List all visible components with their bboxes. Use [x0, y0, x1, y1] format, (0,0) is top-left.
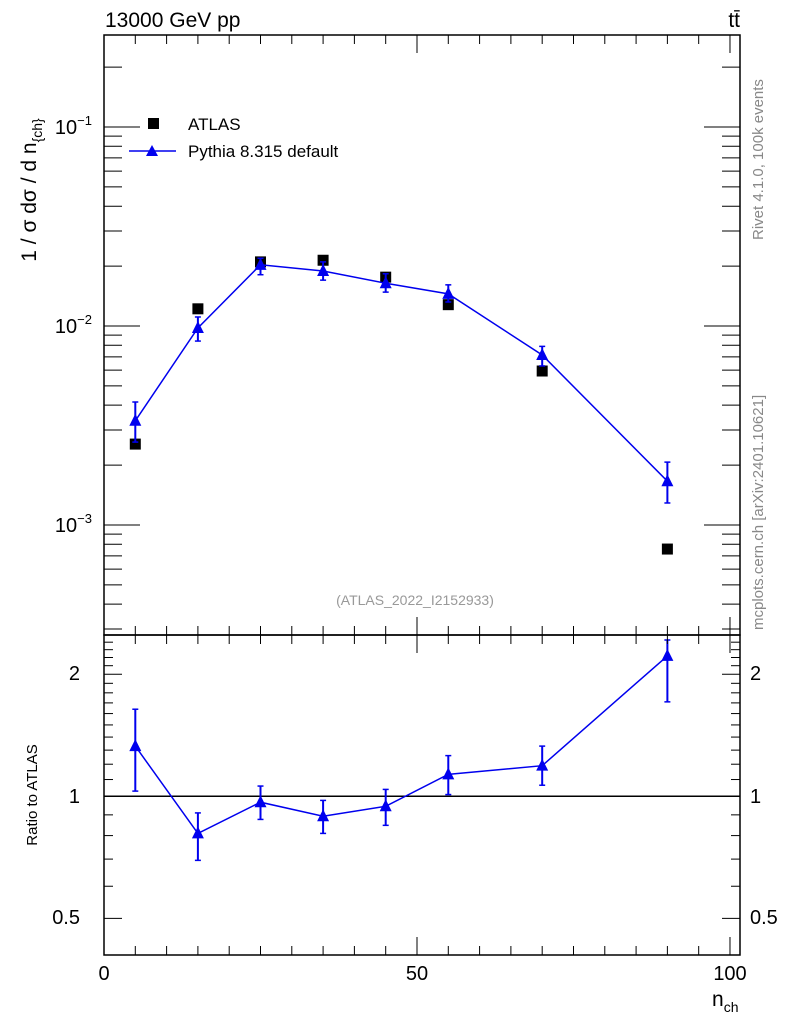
ratio-line — [134, 655, 668, 835]
legend-atlas-marker — [148, 118, 159, 129]
pythia-line — [134, 264, 668, 482]
y-tick-label: 10−3 — [55, 511, 92, 537]
ratio-marker — [317, 809, 330, 822]
ratio-marker — [661, 648, 674, 661]
ratio-y-axis-label: Ratio to ATLAS — [24, 744, 41, 845]
atlas-data-point — [317, 254, 329, 266]
atlas-data-point — [536, 365, 548, 377]
legend-atlas-label: ATLAS — [188, 115, 241, 134]
ratio-y-tick-label-right: 2 — [750, 663, 761, 685]
x-tick-label: 50 — [406, 963, 428, 985]
chart-title: 13000 GeV pp — [105, 9, 240, 32]
atlas-data-point — [129, 438, 141, 450]
y-tick-label: 10−1 — [55, 113, 92, 139]
pythia-marker — [442, 286, 455, 299]
ratio-marker — [536, 758, 549, 771]
pythia-marker — [379, 276, 392, 289]
ratio-marker — [442, 767, 455, 780]
atlas-data-point — [661, 543, 673, 555]
pythia-marker — [536, 347, 549, 360]
pythia-marker — [317, 263, 330, 276]
legend-pythia-label: Pythia 8.315 default — [188, 142, 339, 161]
pythia-marker — [661, 474, 674, 487]
ratio-y-tick-label-right: 0.5 — [750, 907, 778, 929]
process-label: tt̄ — [728, 9, 740, 32]
ratio-marker — [191, 826, 204, 839]
ratio-marker — [379, 799, 392, 812]
pythia-marker — [254, 257, 267, 270]
x-tick-label: 0 — [98, 963, 109, 985]
ratio-y-tick-label-right: 1 — [750, 786, 761, 808]
rivet-info: Rivet 4.1.0, 100k events — [750, 79, 767, 240]
x-tick-label: 100 — [713, 963, 746, 985]
main-y-axis-label: 1 / σ dσ / d n{ch} — [18, 118, 45, 262]
ratio-marker — [129, 739, 142, 752]
y-tick-label: 10−2 — [55, 312, 92, 338]
legend-pythia-marker — [146, 145, 158, 156]
atlas-data-point — [192, 303, 204, 315]
ratio-y-tick-label: 0.5 — [52, 907, 80, 929]
ratio-plot-frame — [103, 634, 741, 956]
pythia-marker — [191, 321, 204, 334]
analysis-id: (ATLAS_2022_I2152933) — [336, 592, 494, 608]
x-axis-label: nch — [712, 988, 738, 1015]
ratio-y-tick-label: 1 — [69, 786, 80, 808]
atlas-data-point — [442, 299, 454, 311]
pythia-marker — [129, 413, 142, 426]
ratio-marker — [254, 795, 267, 808]
ratio-y-tick-label: 2 — [69, 663, 80, 685]
mcplots-info: mcplots.cern.ch [arXiv:2401.10621] — [750, 395, 767, 630]
